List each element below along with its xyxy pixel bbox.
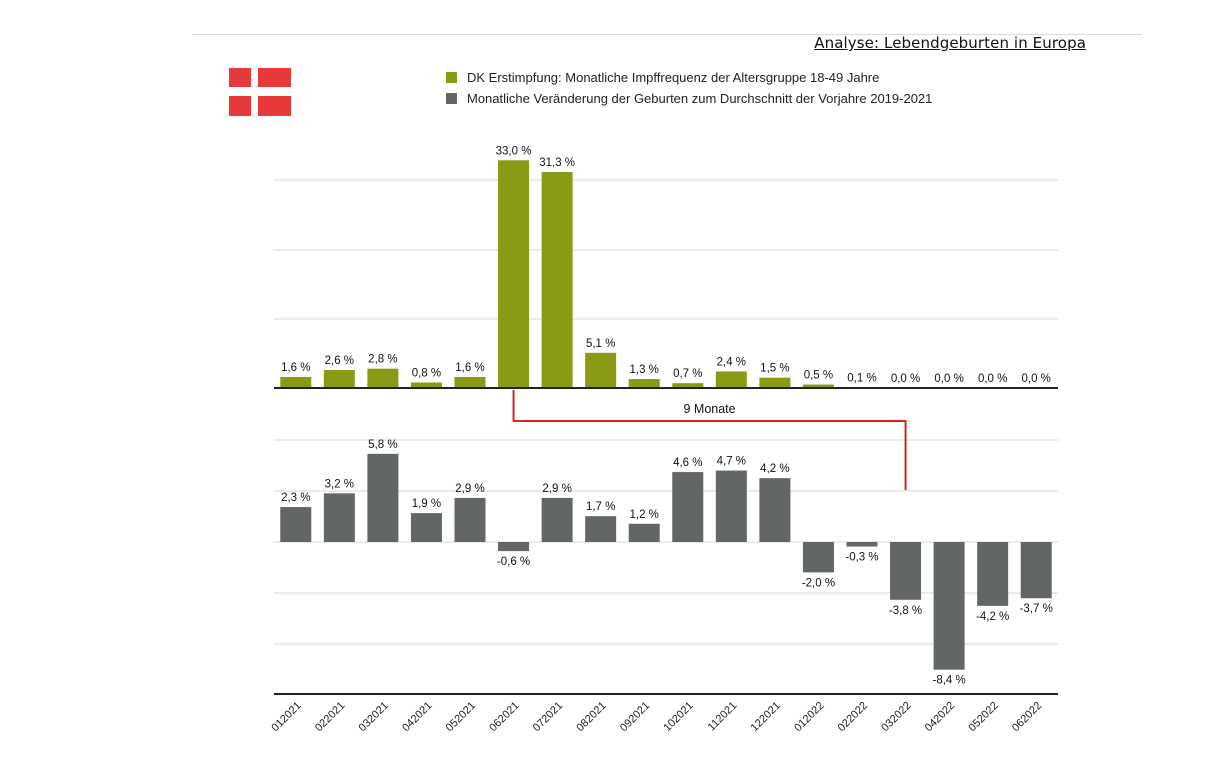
births-data-label: -3,7 % <box>1020 603 1053 615</box>
births-bar <box>280 507 312 542</box>
x-tick-label: 062021 <box>487 700 521 734</box>
legend-item-births: Monatliche Veränderung der Geburten zum … <box>446 88 932 109</box>
births-bar <box>846 542 878 547</box>
births-bar <box>715 470 747 542</box>
vaccination-data-label: 0,5 % <box>804 370 833 382</box>
header-divider <box>192 34 1142 35</box>
vaccination-data-label: 0,1 % <box>847 372 876 384</box>
x-tick-label: 012021 <box>269 700 303 734</box>
vaccination-data-label: 33,0 % <box>496 145 532 157</box>
births-bar <box>1020 542 1052 599</box>
chart-legend: DK Erstimpfung: Monatliche Impffrequenz … <box>446 67 932 109</box>
x-tick-label: 052021 <box>444 700 478 734</box>
vaccination-bar <box>759 377 791 388</box>
vaccination-bar <box>410 382 442 388</box>
x-tick-label: 112021 <box>706 700 740 734</box>
births-bar <box>802 542 834 573</box>
births-bar <box>367 453 399 542</box>
births-data-label: 4,2 % <box>760 463 789 475</box>
births-data-label: 1,7 % <box>586 501 615 513</box>
vaccination-data-label: 1,6 % <box>281 362 310 374</box>
births-bar <box>454 497 486 542</box>
vaccination-data-label: 0,0 % <box>978 373 1007 385</box>
births-data-label: 3,2 % <box>325 478 354 490</box>
vaccination-data-label: 2,4 % <box>717 356 746 368</box>
vaccination-data-label: 2,6 % <box>325 355 354 367</box>
vaccination-data-label: 0,8 % <box>412 367 441 379</box>
bracket-label: 9 Monate <box>683 402 735 416</box>
x-tick-label: 082021 <box>574 700 608 734</box>
legend-label-vaccination: DK Erstimpfung: Monatliche Impffrequenz … <box>467 70 880 85</box>
births-data-label: 2,9 % <box>455 483 484 495</box>
births-data-label: -0,6 % <box>497 556 530 568</box>
births-data-label: 2,3 % <box>281 492 310 504</box>
legend-swatch-vaccination <box>446 72 457 83</box>
vaccination-bar <box>802 384 834 388</box>
vaccination-data-label: 0,7 % <box>673 368 702 380</box>
births-data-label: -3,8 % <box>889 605 922 617</box>
vaccination-data-label: 0,0 % <box>934 373 963 385</box>
denmark-flag-icon <box>229 68 291 116</box>
births-bar <box>672 472 704 542</box>
x-tick-label: 042021 <box>400 700 434 734</box>
x-tick-label: 032022 <box>879 700 913 734</box>
births-bar <box>890 542 922 600</box>
header-title: Analyse: Lebendgeburten in Europa <box>814 34 1086 52</box>
births-bar <box>410 513 442 542</box>
vaccination-data-label: 1,6 % <box>455 362 484 374</box>
x-tick-label: 022022 <box>836 700 870 734</box>
births-bar <box>977 542 1009 606</box>
x-tick-label: 032021 <box>357 700 391 734</box>
legend-item-vaccination: DK Erstimpfung: Monatliche Impffrequenz … <box>446 67 932 88</box>
x-tick-label: 042022 <box>923 700 957 734</box>
vaccination-bar <box>672 383 704 388</box>
births-bar <box>628 523 660 542</box>
births-data-label: 4,6 % <box>673 457 702 469</box>
births-data-label: -8,4 % <box>932 675 965 687</box>
births-bar <box>933 542 965 670</box>
vaccination-bar <box>280 376 312 388</box>
vaccination-data-label: 0,0 % <box>1022 373 1051 385</box>
vaccination-bar <box>498 160 530 388</box>
births-data-label: -0,3 % <box>845 552 878 564</box>
births-bar <box>498 542 530 552</box>
births-data-label: 1,9 % <box>412 498 441 510</box>
births-data-label: 5,8 % <box>368 439 397 451</box>
births-data-label: -4,2 % <box>976 611 1009 623</box>
x-tick-label: 122021 <box>749 700 783 734</box>
legend-label-births: Monatliche Veränderung der Geburten zum … <box>467 91 933 106</box>
births-bar <box>541 497 573 542</box>
legend-swatch-births <box>446 93 457 104</box>
x-tick-label: 102021 <box>661 700 695 734</box>
vaccination-bar <box>628 379 660 388</box>
vaccination-data-label: 2,8 % <box>368 354 397 366</box>
x-tick-label: 052022 <box>966 700 1000 734</box>
vaccination-bar <box>323 370 355 388</box>
births-data-label: 2,9 % <box>542 483 571 495</box>
births-data-label: 1,2 % <box>630 509 659 521</box>
births-bar <box>759 478 791 542</box>
vaccination-bar <box>367 368 399 388</box>
x-tick-label: 012022 <box>792 700 826 734</box>
vaccination-data-label: 1,5 % <box>760 363 789 375</box>
vaccination-bar <box>715 371 747 388</box>
vaccination-bar <box>454 376 486 388</box>
births-data-label: -2,0 % <box>802 577 835 589</box>
x-tick-label: 062022 <box>1010 700 1044 734</box>
x-tick-label: 072021 <box>531 700 565 734</box>
births-bar <box>323 493 355 542</box>
nine-month-bracket <box>512 390 907 490</box>
births-bar <box>585 516 617 542</box>
vaccination-data-label: 1,3 % <box>630 364 659 376</box>
vaccination-data-label: 5,1 % <box>586 338 615 350</box>
x-tick-label: 022021 <box>313 700 347 734</box>
vaccination-data-label: 0,0 % <box>891 373 920 385</box>
births-data-label: 4,7 % <box>717 456 746 468</box>
vaccination-bar <box>541 172 573 388</box>
vaccination-data-label: 31,3 % <box>539 157 575 169</box>
vaccination-bar <box>585 352 617 388</box>
x-tick-label: 092021 <box>618 700 652 734</box>
